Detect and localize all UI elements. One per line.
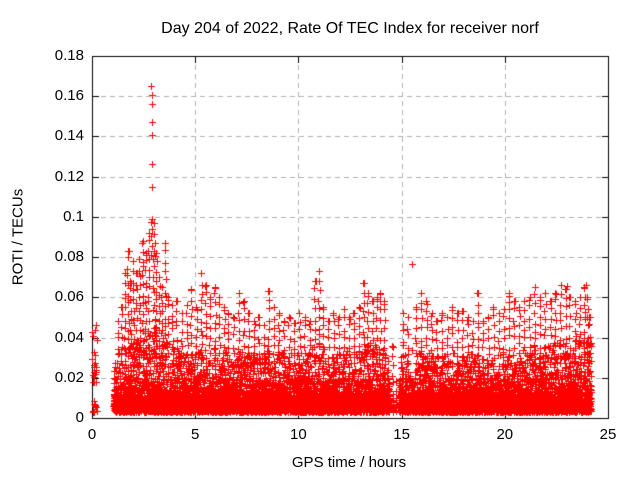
y-tick-label: 0.14 xyxy=(54,127,84,145)
x-tick-label: 0 xyxy=(87,426,97,443)
y-tick-label: 0 xyxy=(75,409,84,426)
x-tick-label: 20 xyxy=(496,426,514,443)
y-tick-label: 0.06 xyxy=(54,288,84,306)
x-tick-label: 15 xyxy=(393,426,410,443)
y-tick-label: 0.1 xyxy=(63,207,84,225)
y-tick-label: 0.18 xyxy=(54,47,84,64)
x-tick-label: 10 xyxy=(290,426,307,443)
y-tick-label: 0.16 xyxy=(54,87,84,105)
y-tick-label: 0.12 xyxy=(54,167,84,185)
y-tick-label: 0.08 xyxy=(54,248,84,266)
y-tick-label: 0.04 xyxy=(54,328,84,346)
y-axis-label: ROTI / TECUs xyxy=(9,188,27,286)
x-tick-label: 5 xyxy=(191,426,200,443)
x-tick-label: 25 xyxy=(599,426,617,443)
chart-title: Day 204 of 2022, Rate Of TEC Index for r… xyxy=(161,20,539,37)
x-axis-label: GPS time / hours xyxy=(291,454,407,471)
y-tick-label: 0.02 xyxy=(54,368,84,386)
